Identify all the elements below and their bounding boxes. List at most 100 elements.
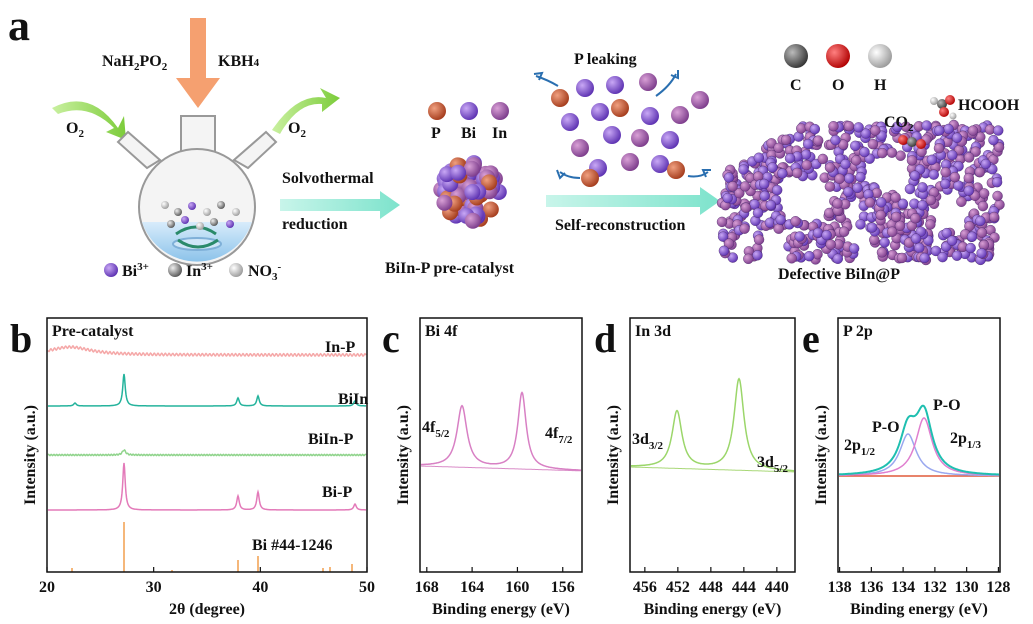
panel: d In 3d 456 452 448 444 440 Binding energy (eV)… [594, 316, 796, 618]
particle [671, 106, 689, 124]
particle [965, 242, 976, 254]
caption: P leaking [574, 51, 637, 68]
particle [576, 79, 594, 97]
spectrum [839, 404, 999, 476]
particle [775, 214, 786, 225]
particle [866, 222, 878, 233]
atom-icon [491, 102, 509, 120]
particle [723, 172, 735, 183]
particle [188, 202, 196, 210]
particle [436, 194, 453, 211]
particle [753, 152, 765, 163]
particle [895, 150, 906, 161]
particle [876, 247, 888, 258]
particle [897, 198, 909, 209]
particle [651, 155, 669, 173]
particle [875, 209, 886, 221]
y-axis-label: Intensity (a.u.) [395, 405, 412, 505]
step: reduction [282, 216, 348, 233]
arrow [546, 187, 720, 215]
particle [852, 182, 863, 194]
particle [767, 162, 778, 173]
particle [821, 229, 832, 241]
particle [930, 245, 942, 257]
atom-icon [826, 44, 850, 68]
particle [784, 153, 796, 164]
particle [855, 219, 866, 230]
y-axis-label: Intensity (a.u.) [22, 405, 39, 505]
x-tick-label: 130 [955, 579, 979, 596]
particle [834, 173, 845, 184]
particle [740, 202, 752, 213]
particle [919, 252, 930, 264]
atom-label: O [832, 77, 844, 94]
x-tick-label: 50 [359, 579, 375, 596]
particle [717, 231, 729, 242]
annotation: Bi-P [322, 484, 352, 501]
particle [802, 138, 814, 150]
particle [949, 171, 961, 183]
x-tick-label: 452 [666, 579, 690, 596]
panel: e P 2p 138 136 134 132 130 128 Binding energy (e… [802, 316, 1010, 618]
particle [796, 123, 807, 134]
particle [855, 171, 866, 183]
particle [817, 153, 829, 165]
atom-icon [868, 44, 892, 68]
particle [937, 251, 948, 263]
seg: 4 [254, 57, 260, 69]
particle [925, 219, 936, 230]
x-tick-label: 156 [551, 579, 575, 596]
particle [867, 138, 879, 150]
particle [825, 239, 836, 250]
particle [667, 161, 685, 179]
x-tick-label: 134 [891, 579, 915, 596]
cluster [433, 155, 507, 229]
particle [993, 125, 1004, 136]
particle [611, 99, 629, 117]
particle [967, 125, 979, 136]
particle [773, 142, 784, 154]
leaking-atoms [551, 73, 709, 187]
panel: b Pre-catalyst 20 30 40 50 2θ (degree) Intensit… [10, 316, 375, 618]
x-tick-label: 30 [146, 579, 162, 596]
seg: 3d [757, 454, 774, 471]
particle [904, 183, 916, 195]
seg: 2 [908, 122, 914, 134]
particle [226, 220, 234, 228]
atom-label: Bi [461, 125, 477, 142]
particle [941, 227, 952, 239]
particle [963, 185, 974, 196]
panel-title: Bi 4f [425, 323, 458, 340]
atom-icon [784, 44, 808, 68]
seg: 3d [632, 431, 649, 448]
particle [771, 184, 783, 196]
particle [886, 226, 898, 237]
particle [926, 154, 938, 166]
atom-icon [460, 102, 478, 120]
particle [976, 227, 988, 238]
particle [853, 122, 864, 133]
particle [890, 211, 902, 223]
particle [933, 143, 945, 154]
molecule-label: CO2 [884, 114, 914, 134]
network [716, 119, 1005, 266]
particle [925, 194, 937, 206]
particle [161, 201, 169, 209]
particle [739, 223, 750, 234]
particle [828, 121, 839, 132]
particle [840, 158, 851, 170]
particle [809, 123, 821, 135]
seg: 1/2 [861, 446, 876, 458]
annotation: 2p1/3 [950, 430, 981, 451]
particle [837, 139, 849, 150]
ion-icon [168, 263, 182, 277]
seg: 2 [300, 128, 306, 140]
particle [991, 176, 1003, 188]
annotation: BiIn [338, 391, 368, 408]
particle [980, 158, 991, 170]
particle [727, 181, 738, 192]
particle [718, 245, 730, 256]
reagent: NaH2PO2 [102, 53, 168, 73]
seg: 5/2 [774, 463, 789, 475]
